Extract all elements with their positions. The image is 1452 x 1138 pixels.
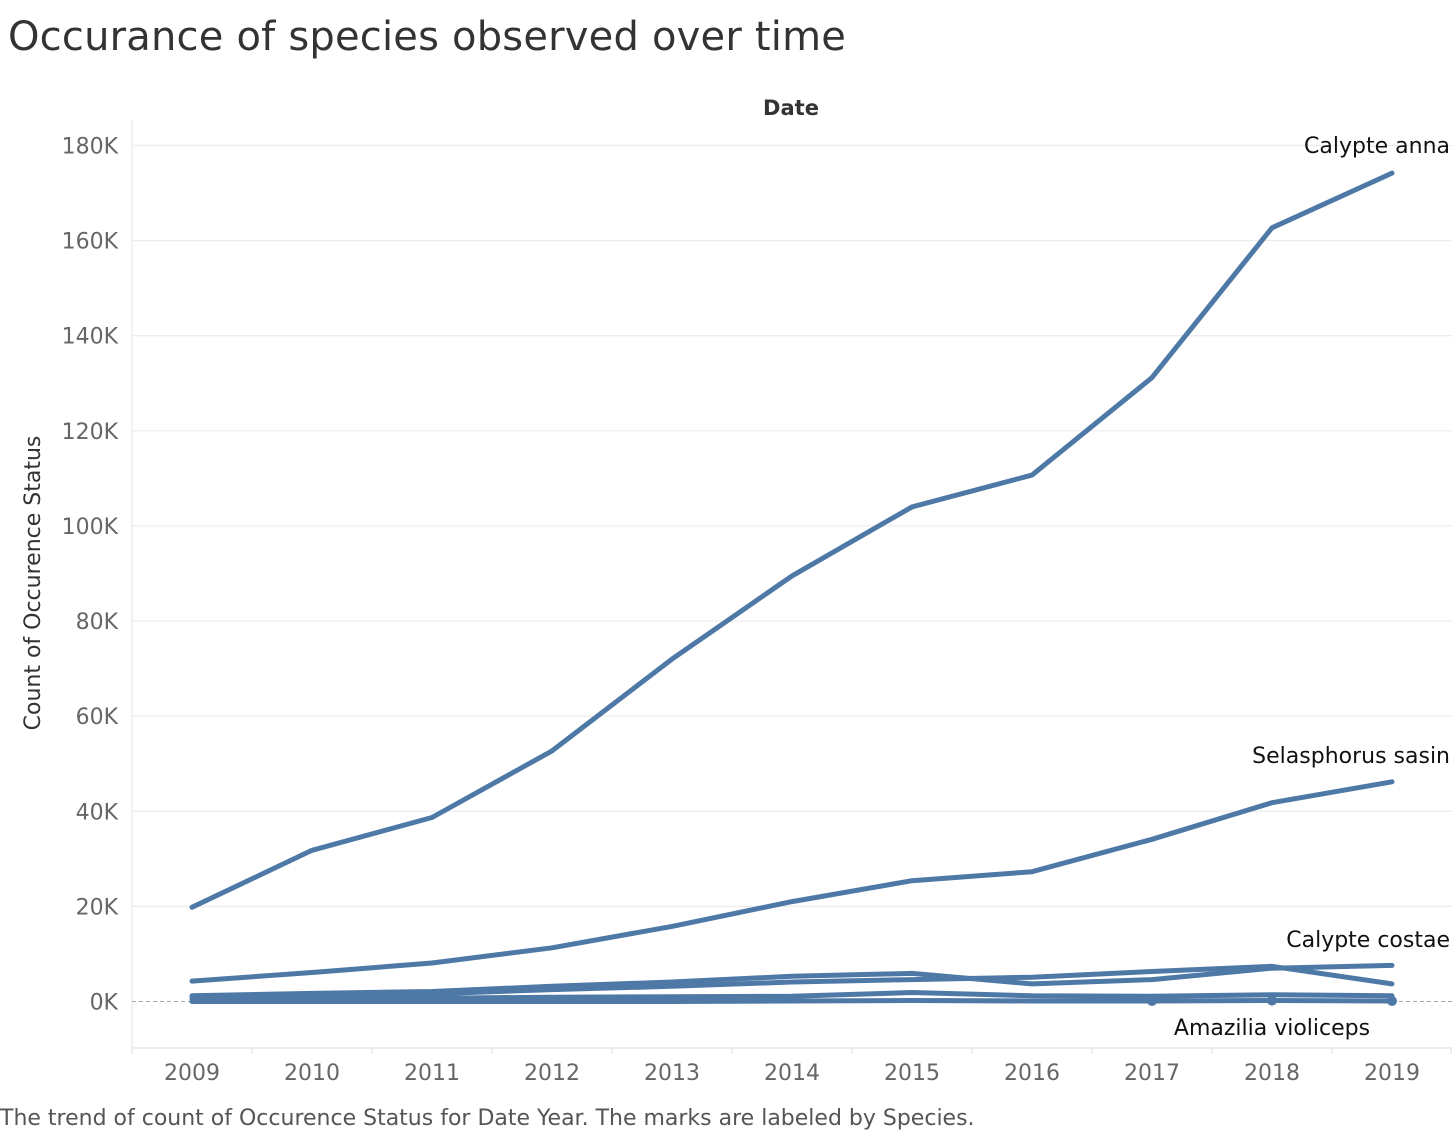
series-line [189,962,1395,999]
y-tick-label: 80K [76,610,119,635]
series-label: Selasphorus sasin [1252,744,1450,769]
series-point [1267,995,1277,1006]
x-tick-label: 2011 [404,1061,460,1086]
series-point [1387,996,1397,1007]
y-tick-label: 160K [62,230,119,255]
y-tick-label: 60K [76,705,119,730]
series-lines [189,170,1397,1007]
series-label: Amazilia violiceps [1174,1016,1370,1041]
series-label: Calypte anna [1304,134,1450,159]
y-tick-label: 40K [76,800,119,825]
chart-caption: The trend of count of Occurence Status f… [0,1106,975,1131]
series-line [189,779,1395,984]
series-line [189,170,1395,910]
y-axis-ticks: 0K 20K 40K 60K 80K 100K 120K 140K 160K 180K [62,135,119,1016]
y-tick-label: 100K [62,515,119,540]
x-tick-label: 2009 [164,1061,220,1086]
x-tick-label: 2014 [764,1061,820,1086]
y-tick-label: 120K [62,420,119,445]
series-label: Calypte costae [1286,928,1450,953]
x-axis: 2009 2010 2011 2012 2013 2014 2015 2016 2017 2018… [131,1047,1452,1086]
x-tick-label: 2015 [884,1061,940,1086]
y-tick-label: 0K [90,991,119,1016]
x-tick-label: 2013 [644,1061,700,1086]
x-tick-label: 2017 [1124,1061,1180,1086]
y-tick-label: 20K [76,895,119,920]
x-tick-label: 2018 [1244,1061,1300,1086]
y-axis-title: Count of Occurence Status [21,436,46,731]
x-tick-label: 2016 [1004,1061,1060,1086]
y-tick-label: 140K [62,325,119,350]
series-labels: Calypte anna Selasphorus sasin Calypte cos… [1174,134,1450,1041]
y-tick-label: 180K [62,135,119,160]
series-line [189,990,1395,1003]
x-tick-label: 2012 [524,1061,580,1086]
x-tick-label: 2019 [1364,1061,1420,1086]
x-tick-label: 2010 [284,1061,340,1086]
series-line [189,998,1395,1004]
chart-title: Occurance of species observed over time [8,14,847,60]
gridlines [131,120,1452,1048]
date-header: Date [763,96,819,120]
series-point [1147,996,1157,1007]
